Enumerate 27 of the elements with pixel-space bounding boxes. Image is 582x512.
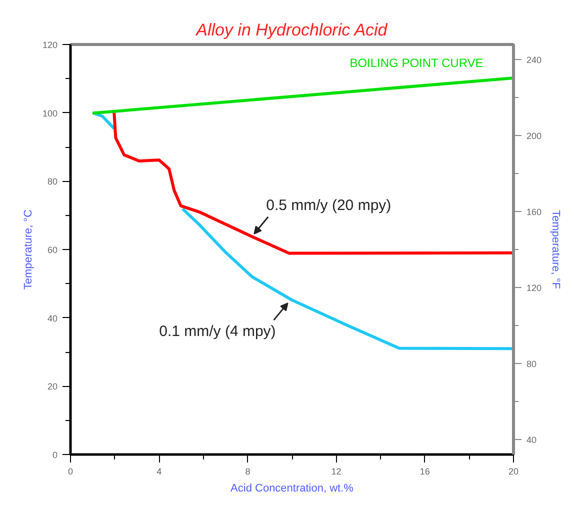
x-axis-title: Acid Concentration, wt.%: [230, 482, 354, 494]
x-tick-label: 20: [508, 466, 519, 476]
y-tick-label: 100: [42, 108, 58, 118]
y2-tick-label: 120: [526, 282, 542, 293]
x-tick-label: 16: [420, 466, 430, 476]
y2-tick-label: 200: [526, 131, 542, 142]
annotation: 0.5 mm/y (20 mpy): [266, 196, 392, 214]
chart-title: Alloy in Hydrochloric Acid: [195, 20, 388, 40]
line-series: [112, 111, 514, 255]
y-axis-title: Temperature, °C: [22, 209, 34, 290]
annotation: 0.1 mm/y (4 mpy): [159, 323, 276, 340]
x-tick-label: 8: [245, 466, 250, 476]
x-tick-label: 0: [68, 466, 74, 476]
series-label: BOILING POINT CURVE: [350, 56, 484, 70]
y-tick-label: 120: [42, 40, 58, 50]
y-tick-label: 20: [47, 382, 58, 392]
y2-tick-label: 240: [526, 55, 542, 66]
y-tick-label: 0: [52, 450, 58, 460]
y-tick-label: 80: [47, 176, 58, 187]
x-tick-label: 12: [331, 466, 342, 476]
y2-tick-label: 160: [526, 207, 542, 218]
y-tick-label: 40: [47, 313, 58, 324]
y2-tick-label: 80: [526, 358, 537, 369]
y2-axis-title: Temperature, °F: [550, 210, 562, 290]
x-tick-label: 4: [156, 466, 162, 476]
y2-tick-label: 40: [526, 434, 537, 445]
y-tick-label: 60: [47, 245, 58, 255]
